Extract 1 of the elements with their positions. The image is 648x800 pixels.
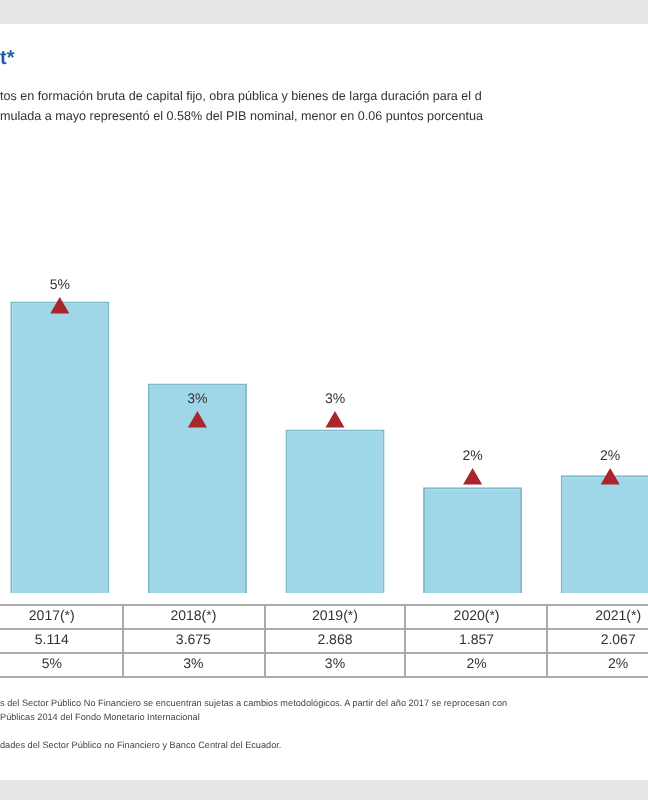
chart-title: t* — [0, 48, 15, 70]
